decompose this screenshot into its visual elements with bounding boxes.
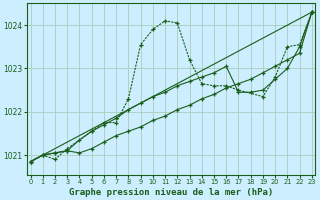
X-axis label: Graphe pression niveau de la mer (hPa): Graphe pression niveau de la mer (hPa) [69,188,273,197]
